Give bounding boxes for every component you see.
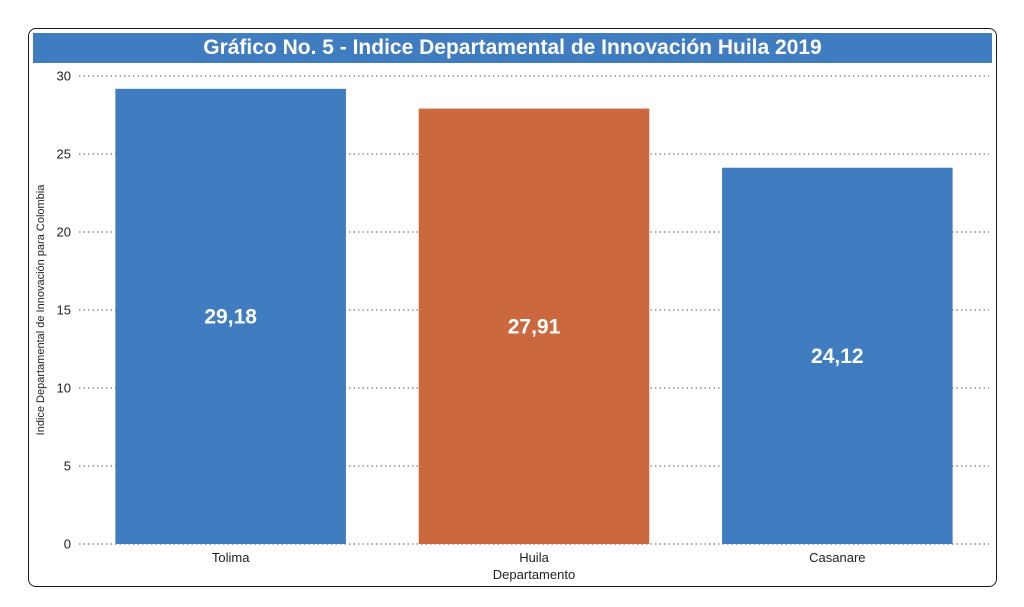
bar-chart: 0 5 10 15 20 25 30 29,18 27,91 24,12 Tolima Huila… [35,69,989,582]
y-tick-label: 5 [64,459,71,474]
x-axis-categories: Tolima Huila Casanare [212,550,866,565]
x-category-label: Tolima [212,550,250,565]
chart-title: Gráfico No. 5 - Indice Departamental de … [203,36,822,59]
x-category-label: Casanare [809,550,865,565]
bar-tolima [115,88,346,545]
bar-value-label: 24,12 [811,345,864,368]
bar-casanare [722,167,953,544]
bar-value-label: 27,91 [508,315,561,338]
y-tick-label: 30 [57,69,71,84]
y-tick-label: 10 [57,381,71,396]
y-tick-label: 15 [57,303,71,318]
y-tick-label: 20 [57,225,71,240]
y-axis-ticks: 0 5 10 15 20 25 30 [57,69,71,552]
bar-value-label: 29,18 [204,305,257,328]
bar-huila [418,108,650,544]
y-tick-label: 25 [57,147,71,162]
x-category-label: Huila [519,550,549,565]
chart-frame: Gráfico No. 5 - Indice Departamental de … [28,28,997,587]
bars-layer: 29,18 27,91 24,12 [115,88,953,545]
y-axis-title: Indice Departamental de Innovación para … [35,184,47,436]
chart-title-bar: Gráfico No. 5 - Indice Departamental de … [33,33,992,63]
x-axis-title: Departamento [493,567,575,582]
y-tick-label: 0 [64,537,71,552]
